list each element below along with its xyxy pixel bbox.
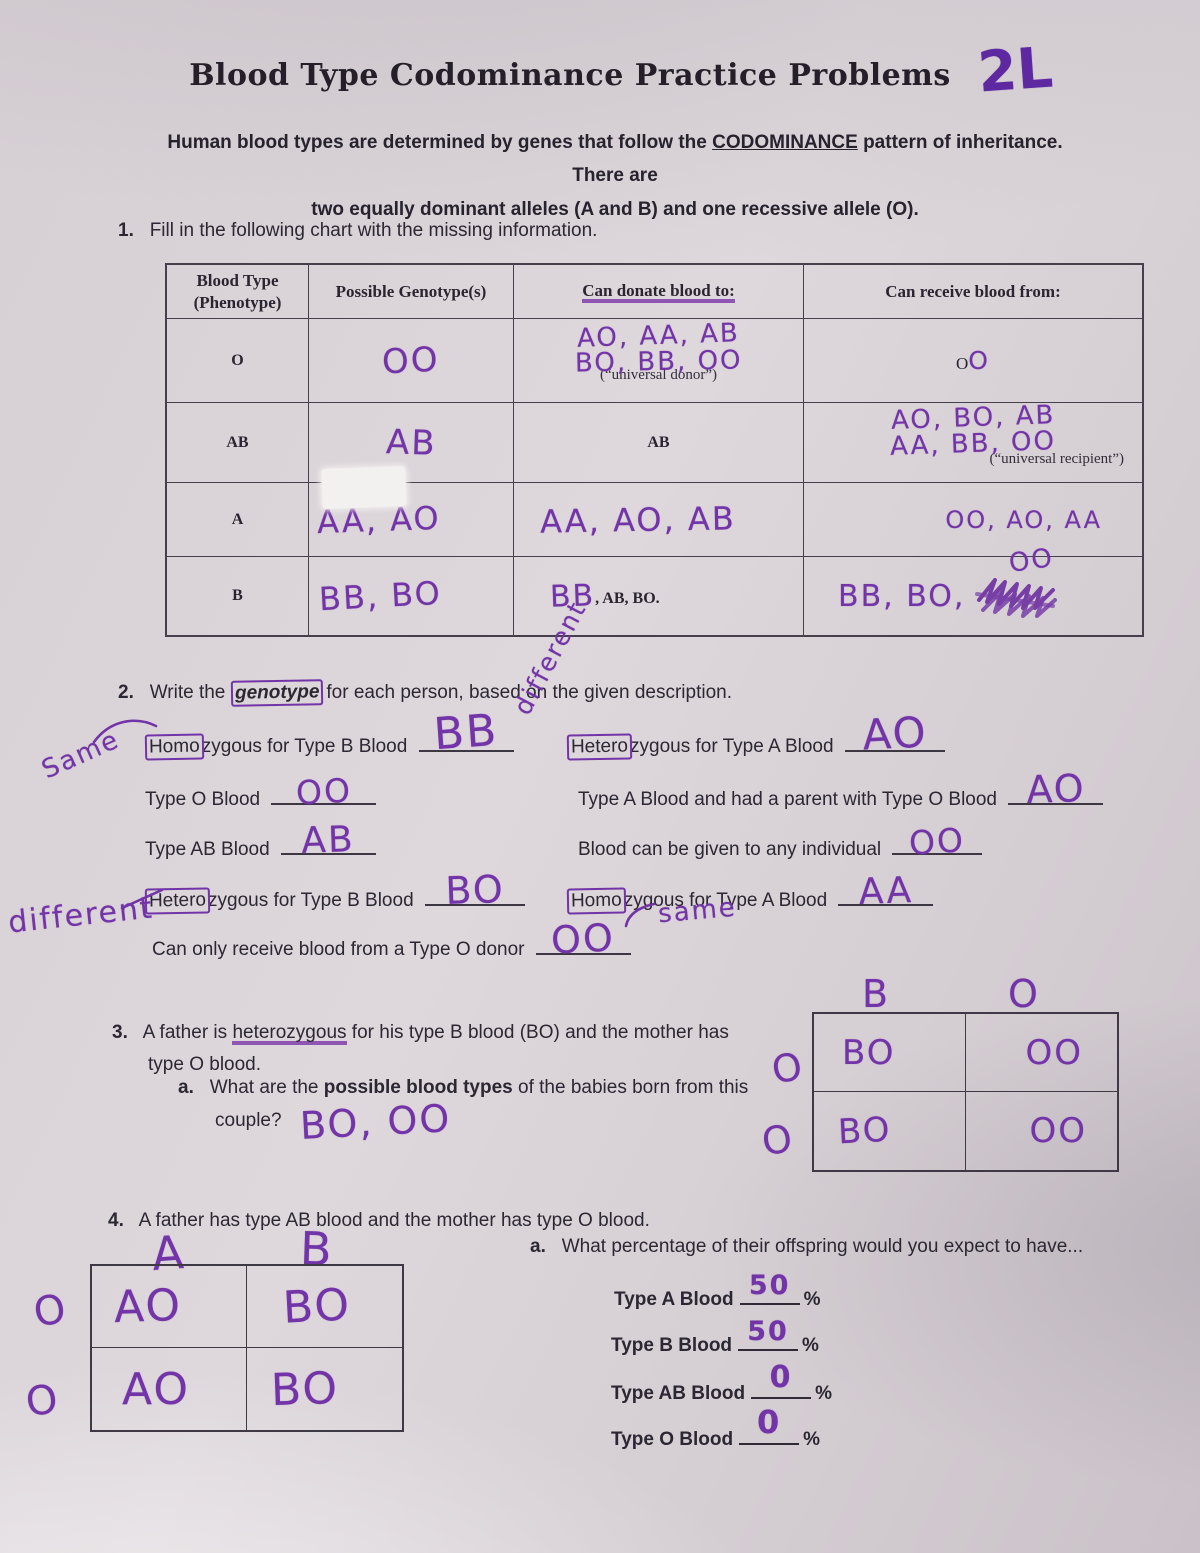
pct-type-b-value: 50: [747, 1316, 789, 1347]
pct-type-ab-value: 0: [769, 1360, 793, 1395]
answer-ao2: AO: [1025, 765, 1087, 812]
q3-punnett-square: BO OO BO OO: [812, 1012, 1119, 1172]
q1-prompt-text: Fill in the following chart with the mis…: [149, 220, 598, 241]
heterozygous-underlined: heterozygous: [232, 1022, 347, 1043]
answer-oo: OO: [294, 770, 353, 813]
row-ab-phenotype: AB: [167, 403, 309, 483]
q3-cell-oo1: OO: [1025, 1032, 1084, 1073]
q2-item-heterozygous-b: Heterozygous for Type B Blood BO: [144, 867, 525, 915]
q3-punnett-row-label-o2: O: [759, 1115, 797, 1165]
q2-item-heterozygous-a: Heterozygous for Type A Blood AO: [566, 707, 945, 761]
answer-ab: AB: [301, 819, 356, 862]
whiteout-patch: [321, 465, 407, 509]
grade-mark: 2L: [975, 35, 1055, 106]
q2-item-homozygous-b: Homozygous for Type B Blood BB: [144, 705, 514, 761]
scribbled-correction: OO: [975, 543, 1075, 620]
q3-cell-oo2: OO: [1029, 1111, 1088, 1151]
q2-number: 2.: [118, 682, 134, 703]
row-a-genotype: AA, AO: [309, 465, 514, 557]
q3-line1: 3. A father is heterozygous for his type…: [112, 1022, 729, 1043]
q3-sub-a: a. What are the possible blood types of …: [178, 1077, 749, 1098]
pct-type-b: Type B Blood 50%: [611, 1316, 819, 1356]
q4-sub-a: a. What percentage of their offspring wo…: [530, 1236, 1084, 1257]
pct-type-a-value: 50: [748, 1270, 791, 1301]
answer-bb: BB: [432, 704, 500, 761]
pct-type-a: Type A Blood 50%: [614, 1270, 821, 1310]
header-possible-genotypes: Possible Genotype(s): [309, 265, 514, 319]
answer-oo2: OO: [550, 915, 617, 963]
q4-prompt: 4. A father has type AB blood and the mo…: [108, 1210, 650, 1231]
pct-type-o: Type O Blood 0%: [611, 1403, 820, 1450]
blood-type-table: Blood Type (Phenotype) Possible Genotype…: [165, 263, 1144, 637]
q3-cell-bo2: BO: [836, 1109, 893, 1153]
annotation-arrow-same-right: [624, 902, 656, 928]
intro-text-post: pattern of inheritance. There are: [572, 132, 1063, 187]
row-o-donate: AO, AA, AB BO, BB, OO (“universal donor”…: [514, 318, 804, 403]
q4-punnett-row-label-o1: O: [30, 1285, 72, 1337]
row-o-receive: OO: [804, 319, 1142, 403]
q2-item-type-ab: Type AB Blood AB: [145, 819, 376, 862]
answer-aa: AA: [858, 870, 914, 913]
q3-number: 3.: [112, 1022, 128, 1043]
annotation-line-different-left: [120, 888, 164, 910]
page-title: Blood Type Codominance Practice Problems: [189, 58, 951, 93]
q4-number: 4.: [108, 1210, 124, 1231]
annotation-same-right: same: [656, 892, 738, 930]
intro-paragraph: Human blood types are determined by gene…: [140, 126, 1090, 226]
row-b-genotype: BB, BO: [309, 557, 514, 635]
row-ab-receive: AO, BO, AB AA, BB, OO (“universal recipi…: [804, 400, 1142, 483]
header-can-donate: Can donate blood to:: [514, 265, 804, 319]
intro-text-pre: Human blood types are determined by gene…: [167, 132, 713, 153]
q3-line2: type O blood.: [148, 1054, 262, 1075]
q4-cell-bo1: BO: [281, 1279, 353, 1334]
q1-prompt: 1. Fill in the following chart with the …: [118, 220, 597, 242]
q4-punnett-row-label-o2: O: [22, 1375, 63, 1427]
q3-punnett-col-label-b: B: [862, 972, 891, 1016]
correction-text: OO: [1007, 543, 1057, 579]
row-a-receive: OO, AO, AA: [804, 483, 1142, 557]
row-ab-donate: AB: [514, 403, 804, 483]
row-b-phenotype: B: [167, 557, 309, 635]
row-b-donate: BB , AB, BO.: [514, 557, 804, 635]
pct-type-ab: Type AB Blood 0%: [611, 1360, 832, 1404]
row-b-receive: BB, BO, OO: [804, 543, 1142, 635]
q4-punnett-square: AO BO AO BO: [90, 1264, 404, 1432]
row-o-phenotype: O: [167, 319, 309, 403]
genotype-boxed-word: genotype: [230, 679, 324, 707]
universal-donor-note: (“universal donor”): [599, 367, 718, 383]
q2-item-homozygous-a: Homozygous for Type A Blood AA: [566, 870, 934, 915]
q2-item-given-to-any: Blood can be given to any individual OO: [578, 820, 983, 863]
q2-item-parent-type-o: Type A Blood and had a parent with Type …: [578, 766, 1104, 812]
intro-codominance: CODOMINANCE: [712, 132, 858, 153]
q3-punnett-col-label-o: O: [1008, 972, 1040, 1016]
q1-number: 1.: [118, 220, 134, 241]
intro-line2: two equally dominant alleles (A and B) a…: [311, 198, 919, 220]
scribble-mark: [975, 578, 1058, 618]
header-blood-type: Blood Type (Phenotype): [167, 265, 309, 319]
row-a-donate: AA, AO, AB: [514, 483, 804, 557]
row-ab-genotype: AB: [309, 403, 514, 483]
q2-item-type-o: Type O Blood OO: [145, 771, 377, 812]
q2-item-receive-from-o: Can only receive blood from a Type O don…: [152, 915, 631, 963]
answer-oo3: OO: [908, 820, 967, 863]
row-a-phenotype: A: [167, 483, 309, 557]
answer-bo: BO: [444, 866, 506, 913]
q4-cell-ao1: AO: [113, 1279, 183, 1334]
annotation-arrow-same-left: [92, 719, 158, 744]
q3-punnett-row-label-o1: O: [768, 1043, 808, 1093]
q2-prompt: 2. Write the genotype for each person, b…: [118, 679, 732, 707]
pct-type-o-value: 0: [756, 1403, 782, 1441]
q4-cell-bo2: BO: [270, 1362, 340, 1416]
q3-answer: BO, OO: [298, 1096, 453, 1148]
answer-ao: AO: [861, 707, 929, 760]
row-o-genotype: OO: [309, 319, 514, 403]
universal-recipient-note: (“universal recipient”): [989, 451, 1124, 467]
q3-sub-a-line2: couple?: [215, 1110, 282, 1131]
q4-cell-ao2: AO: [122, 1363, 190, 1415]
q3-cell-bo1: BO: [842, 1032, 896, 1073]
header-can-receive: Can receive blood from:: [804, 265, 1142, 319]
